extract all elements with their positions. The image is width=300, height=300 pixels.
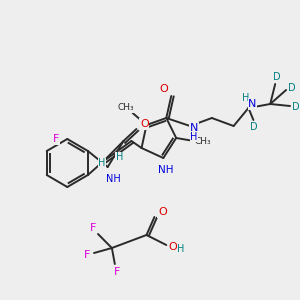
Text: D: D	[292, 102, 300, 112]
Text: CH₃: CH₃	[117, 103, 134, 112]
Text: N: N	[248, 99, 256, 109]
Text: H: H	[242, 93, 249, 103]
Text: F: F	[114, 267, 120, 277]
Text: O: O	[159, 84, 168, 94]
Text: O: O	[169, 242, 178, 252]
Text: D: D	[250, 122, 257, 132]
Text: N: N	[190, 123, 198, 133]
Text: F: F	[90, 223, 96, 233]
Text: H: H	[116, 152, 123, 162]
Text: O: O	[158, 207, 167, 217]
Text: F: F	[53, 134, 60, 144]
Text: H: H	[190, 132, 198, 142]
Text: H: H	[178, 244, 185, 254]
Text: O: O	[140, 119, 149, 129]
Text: CH₃: CH₃	[195, 137, 211, 146]
Text: H: H	[98, 158, 105, 168]
Text: NH: NH	[106, 174, 121, 184]
Text: NH: NH	[158, 165, 173, 175]
Text: F: F	[84, 250, 90, 260]
Text: D: D	[273, 72, 281, 82]
Text: D: D	[288, 83, 296, 93]
